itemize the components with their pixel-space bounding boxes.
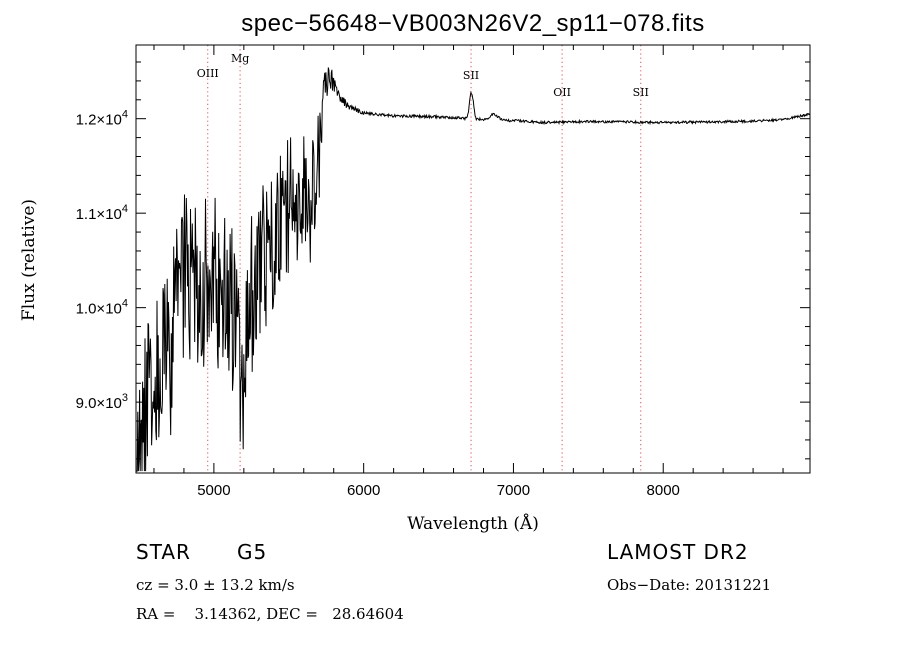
line-marker-label: SII: [463, 69, 479, 82]
x-tick-label: 8000: [647, 482, 680, 499]
x-tick-label: 6000: [347, 482, 380, 499]
y-tick-label: 1.2×104: [76, 109, 128, 129]
survey-name: LAMOST DR2: [607, 540, 749, 564]
obs-date: Obs−Date: 20131221: [607, 576, 772, 594]
object-type: STAR: [136, 540, 191, 564]
spectral-subclass: G5: [237, 540, 268, 564]
line-marker-label: Mg: [231, 52, 249, 65]
ra-dec-coordinates: RA = 3.14362, DEC = 28.64604: [136, 605, 404, 623]
plot-area: 5000 6000 7000 8000 9.0×103 1.0×104 1.1×104 1.2…: [76, 44, 811, 499]
x-tick-label: 7000: [497, 482, 530, 499]
line-marker-label: OII: [553, 86, 571, 99]
x-tick-label: 5000: [197, 482, 230, 499]
chart-title: spec−56648−VB003N26V2_sp11−078.fits: [241, 10, 704, 37]
y-axis-label: Flux (relative): [19, 199, 39, 321]
line-marker-label: SII: [633, 86, 649, 99]
redshift-cz: cz = 3.0 ± 13.2 km/s: [136, 576, 295, 594]
plot-frame: [135, 44, 811, 474]
spectrum-line: [136, 67, 810, 472]
x-axis-label: Wavelength (Å): [407, 513, 539, 534]
y-tick-label: 1.0×104: [76, 298, 128, 318]
y-tick-label: 9.0×103: [76, 392, 128, 412]
line-marker-label: OIII: [197, 67, 219, 80]
y-tick-label: 1.1×104: [76, 203, 128, 223]
